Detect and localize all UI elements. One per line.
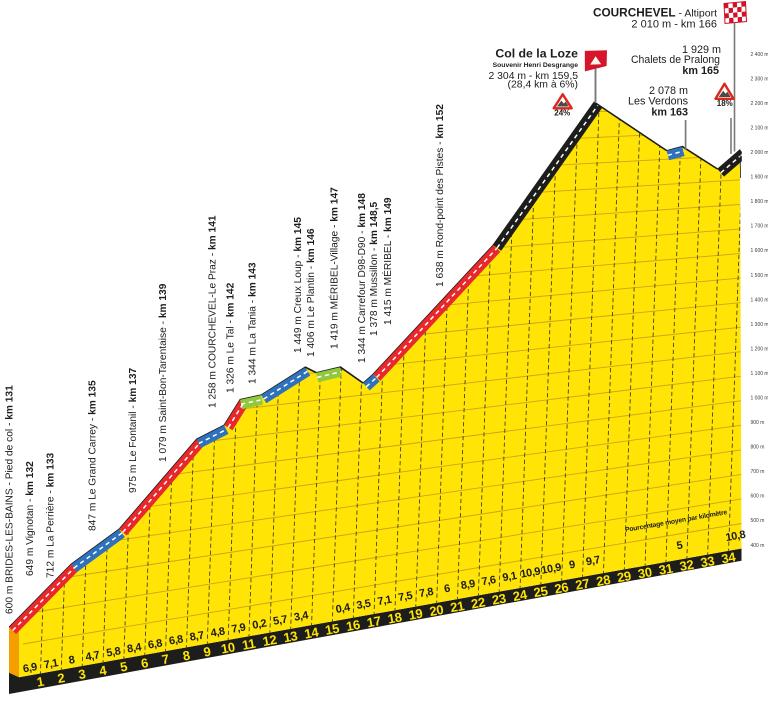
svg-text:500 m: 500 m <box>751 518 765 524</box>
svg-text:3,5: 3,5 <box>356 598 372 612</box>
svg-text:16: 16 <box>345 617 361 634</box>
svg-text:649 m Vignotan - km 132: 649 m Vignotan - km 132 <box>25 461 36 576</box>
svg-text:1 400 m: 1 400 m <box>751 297 768 303</box>
svg-text:2 100 m: 2 100 m <box>751 125 768 131</box>
svg-text:600 m BRIDES-LES-BAINS - Pied: 600 m BRIDES-LES-BAINS - Pied de col - k… <box>5 385 16 614</box>
svg-text:1 344 m La Tania - km 143: 1 344 m La Tania - km 143 <box>248 262 259 384</box>
svg-text:11: 11 <box>241 636 257 653</box>
svg-text:8,9: 8,9 <box>460 578 476 592</box>
svg-text:700 m: 700 m <box>751 469 765 475</box>
svg-text:7,8: 7,8 <box>418 586 434 600</box>
svg-text:2 200 m: 2 200 m <box>751 101 768 107</box>
svg-text:27: 27 <box>574 576 590 593</box>
svg-text:4,8: 4,8 <box>210 625 226 639</box>
svg-text:400 m: 400 m <box>751 543 765 549</box>
svg-text:29: 29 <box>616 568 632 585</box>
svg-text:6,8: 6,8 <box>168 633 184 647</box>
svg-text:5,7: 5,7 <box>272 614 288 628</box>
svg-text:33: 33 <box>699 553 715 570</box>
svg-text:1 638 m Rond-point des Pistes: 1 638 m Rond-point des Pistes - km 152 <box>435 104 446 287</box>
svg-text:9,1: 9,1 <box>502 570 518 584</box>
svg-text:2 010 m - km 166: 2 010 m - km 166 <box>631 19 717 31</box>
svg-text:12: 12 <box>261 632 277 649</box>
svg-text:1 449 m Creux Loup - km 145: 1 449 m Creux Loup - km 145 <box>293 217 304 353</box>
svg-text:975 m Le Fontanil - km 137: 975 m Le Fontanil - km 137 <box>128 368 139 493</box>
svg-text:7,1: 7,1 <box>377 594 393 608</box>
svg-text:15: 15 <box>324 621 340 638</box>
svg-text:9,7: 9,7 <box>585 554 601 568</box>
svg-text:km 163: km 163 <box>651 107 688 119</box>
svg-text:1 900 m: 1 900 m <box>751 175 768 181</box>
svg-text:600 m: 600 m <box>751 494 765 500</box>
svg-text:24%: 24% <box>554 108 570 117</box>
svg-text:25: 25 <box>532 583 548 600</box>
svg-text:2 300 m: 2 300 m <box>751 76 768 82</box>
svg-text:1 100 m: 1 100 m <box>751 371 768 377</box>
svg-text:22: 22 <box>470 594 486 611</box>
svg-text:23: 23 <box>491 591 507 608</box>
svg-text:847 m Le Grand Carrey - km 135: 847 m Le Grand Carrey - km 135 <box>88 380 99 531</box>
svg-text:800 m: 800 m <box>751 445 765 451</box>
svg-text:32: 32 <box>678 557 694 574</box>
svg-text:712 m La Perrière - km 133: 712 m La Perrière - km 133 <box>46 453 57 578</box>
svg-text:1 415 m MÉRIBEL - km 149: 1 415 m MÉRIBEL - km 149 <box>381 197 394 325</box>
svg-text:18%: 18% <box>717 99 733 108</box>
svg-text:km 165: km 165 <box>682 65 719 77</box>
svg-text:7,5: 7,5 <box>397 590 413 604</box>
svg-text:(28,4 km à 6%): (28,4 km à 6%) <box>508 80 578 91</box>
svg-text:1 200 m: 1 200 m <box>751 346 768 352</box>
svg-text:18: 18 <box>387 609 403 626</box>
svg-text:20: 20 <box>428 602 444 619</box>
svg-text:7,6: 7,6 <box>481 574 497 588</box>
svg-text:7,9: 7,9 <box>231 621 247 635</box>
svg-text:1 079 m Saint-Bon-Tarentaise -: 1 079 m Saint-Bon-Tarentaise - km 139 <box>158 283 169 462</box>
svg-text:1 700 m: 1 700 m <box>751 224 768 230</box>
svg-text:30: 30 <box>637 564 653 581</box>
svg-text:19: 19 <box>407 606 423 623</box>
svg-text:31: 31 <box>658 561 674 578</box>
svg-text:1 800 m: 1 800 m <box>751 199 768 205</box>
svg-text:6,8: 6,8 <box>147 637 163 651</box>
svg-text:28: 28 <box>595 572 611 589</box>
svg-text:8,7: 8,7 <box>189 629 205 643</box>
svg-text:1 326 m Le Tal - km 142: 1 326 m Le Tal - km 142 <box>226 282 237 393</box>
svg-text:COURCHEVEL - Altiport: COURCHEVEL - Altiport <box>593 6 717 20</box>
svg-text:1 378 m Mussillon - km 148,5: 1 378 m Mussillon - km 148,5 <box>369 201 380 336</box>
svg-text:26: 26 <box>553 579 569 596</box>
svg-text:900 m: 900 m <box>751 420 765 426</box>
svg-text:21: 21 <box>449 598 465 615</box>
svg-text:0,2: 0,2 <box>251 618 267 632</box>
svg-text:1 419 m MÉRIBEL-Village - km 1: 1 419 m MÉRIBEL-Village - km 147 <box>328 187 341 349</box>
svg-text:1 344 m Carrefour D98-D90 - km: 1 344 m Carrefour D98-D90 - km 148 <box>357 193 368 363</box>
svg-text:2 000 m: 2 000 m <box>751 150 768 156</box>
svg-text:Col de la Loze: Col de la Loze <box>495 47 578 61</box>
svg-text:Souvenir Henri Desgrange: Souvenir Henri Desgrange <box>493 62 579 69</box>
svg-text:1 500 m: 1 500 m <box>751 273 768 279</box>
svg-text:6,9: 6,9 <box>22 661 38 675</box>
svg-text:17: 17 <box>366 613 382 630</box>
svg-text:5,8: 5,8 <box>105 645 121 659</box>
svg-text:1 000 m: 1 000 m <box>751 396 768 402</box>
svg-text:1 600 m: 1 600 m <box>751 248 768 254</box>
svg-text:4,7: 4,7 <box>85 649 101 663</box>
svg-text:1 258 m COURCHEVEL-Le Praz - k: 1 258 m COURCHEVEL-Le Praz - km 141 <box>208 215 219 408</box>
svg-text:13: 13 <box>282 628 298 645</box>
svg-text:2 400 m: 2 400 m <box>751 52 768 58</box>
svg-text:1 300 m: 1 300 m <box>751 322 768 328</box>
svg-text:10: 10 <box>220 639 236 656</box>
svg-text:7,1: 7,1 <box>43 657 59 671</box>
svg-text:1 406 m Le Plantin - km 146: 1 406 m Le Plantin - km 146 <box>306 228 317 357</box>
